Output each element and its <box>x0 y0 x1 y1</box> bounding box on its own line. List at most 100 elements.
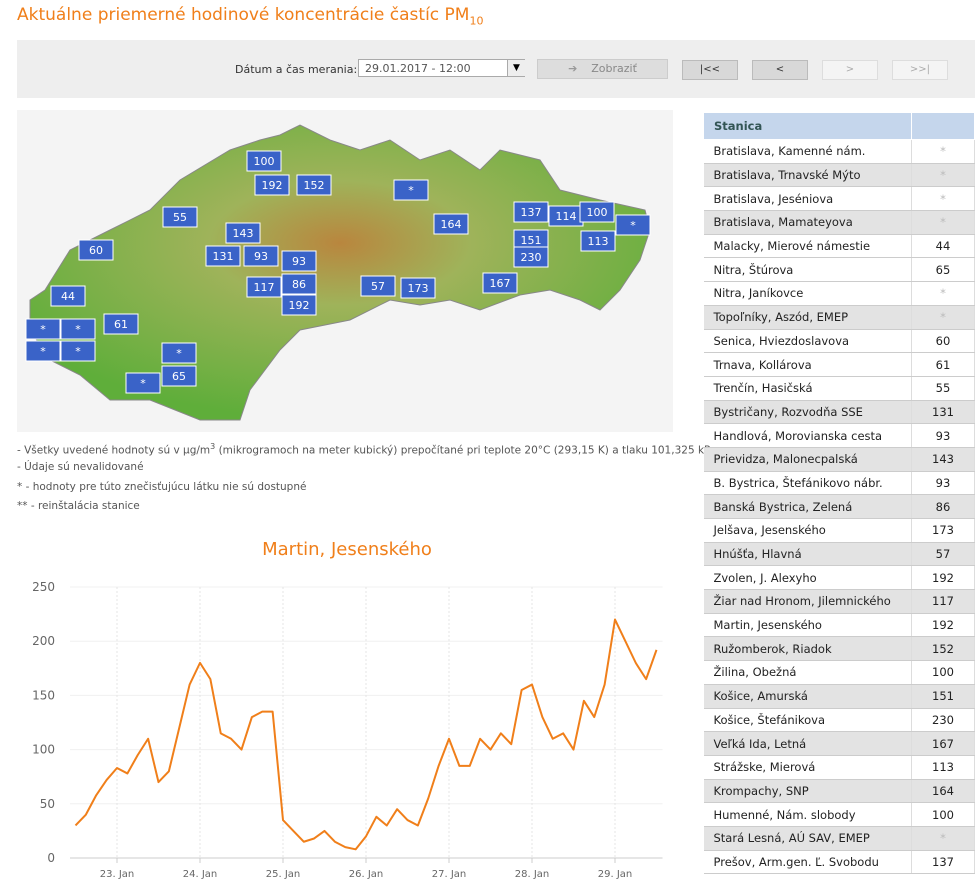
station-value: 55 <box>173 211 187 224</box>
station-value: * <box>176 347 182 360</box>
table-row[interactable]: Nitra, Janíkovce * <box>703 281 975 306</box>
table-row[interactable]: Košice, Amurská 151 <box>703 684 975 709</box>
table-row[interactable]: Prievidza, Malonecpalská 143 <box>703 447 975 472</box>
show-button[interactable]: ➔ Zobraziť <box>537 59 668 79</box>
station-value: 151 <box>521 234 542 247</box>
table-row[interactable]: Žilina, Obežná 100 <box>703 660 975 685</box>
table-row[interactable]: Banská Bystrica, Zelená 86 <box>703 494 975 519</box>
station-name: Košice, Štefánikova <box>703 708 912 733</box>
table-row[interactable]: Humenné, Nám. slobody 100 <box>703 802 975 827</box>
station-marker[interactable]: 60 <box>78 239 114 261</box>
station-box <box>60 340 96 362</box>
dropdown-arrow[interactable]: ▼ <box>507 60 525 76</box>
nav-button[interactable]: > <box>822 60 878 80</box>
table-row[interactable]: Prešov, Arm.gen. Ľ. Svobodu 137 <box>703 850 975 875</box>
station-marker[interactable]: 152 <box>296 174 332 196</box>
station-marker[interactable]: * <box>60 340 96 362</box>
nav-button[interactable]: |<< <box>682 60 738 80</box>
station-marker[interactable]: 131 <box>205 245 241 267</box>
station-value: 86 <box>292 278 306 291</box>
station-marker[interactable]: 113 <box>580 230 616 252</box>
station-marker[interactable]: * <box>125 372 161 394</box>
station-marker[interactable]: * <box>25 318 61 340</box>
station-name: Malacky, Mierové námestie <box>703 234 912 259</box>
table-row[interactable]: Ružomberok, Riadok 152 <box>703 636 975 662</box>
x-tick-label: 28. Jan <box>515 869 550 880</box>
table-row[interactable]: Senica, Hviezdoslavova 60 <box>703 329 975 354</box>
station-marker[interactable]: 100 <box>246 150 282 172</box>
station-marker[interactable]: 44 <box>50 285 86 307</box>
station-marker[interactable]: * <box>25 340 61 362</box>
station-marker[interactable]: 137 <box>513 201 549 223</box>
station-value: 100 <box>911 802 975 827</box>
table-row[interactable]: Hnúšťa, Hlavná 57 <box>703 542 975 567</box>
station-marker[interactable]: 55 <box>162 206 198 228</box>
station-value: 55 <box>911 376 975 401</box>
table-row[interactable]: Bystričany, Rozvodňa SSE 131 <box>703 400 975 425</box>
table-row[interactable]: Zvolen, J. Alexyho 192 <box>703 565 975 591</box>
station-marker[interactable]: 61 <box>103 313 139 335</box>
table-row[interactable]: Krompachy, SNP 164 <box>703 779 975 804</box>
station-box <box>103 313 139 335</box>
station-marker[interactable]: * <box>393 179 429 201</box>
station-value: 117 <box>911 589 975 614</box>
station-marker[interactable]: 57 <box>360 275 396 297</box>
table-row[interactable]: Malacky, Mierové námestie 44 <box>703 234 975 259</box>
station-value: 44 <box>61 290 75 303</box>
station-value: 192 <box>289 299 310 312</box>
table-row[interactable]: Strážske, Mierová 113 <box>703 755 975 780</box>
station-marker[interactable]: 100 <box>579 201 615 223</box>
table-row[interactable]: Bratislava, Trnavské Mýto * <box>703 163 975 188</box>
nav-button[interactable]: < <box>752 60 808 80</box>
station-box <box>254 174 290 196</box>
station-marker[interactable]: * <box>161 342 197 364</box>
station-marker[interactable]: 117 <box>246 276 282 298</box>
station-marker[interactable]: 173 <box>400 277 436 299</box>
table-row[interactable]: Trenčín, Hasičská 55 <box>703 376 975 401</box>
station-marker[interactable]: 114 <box>548 205 584 227</box>
station-value: 137 <box>911 850 975 875</box>
station-value: 114 <box>556 210 577 223</box>
table-row[interactable]: Jelšava, Jesenského 173 <box>703 518 975 543</box>
table-row[interactable]: B. Bystrica, Štefánikovo nábr. 93 <box>703 471 975 496</box>
station-marker[interactable]: 192 <box>281 294 317 316</box>
station-name: Žilina, Obežná <box>703 660 912 685</box>
table-row[interactable]: Žiar nad Hronom, Jilemnického 117 <box>703 589 975 614</box>
table-row[interactable]: Trnava, Kollárova 61 <box>703 352 975 377</box>
station-name: Košice, Amurská <box>703 684 912 709</box>
nav-button[interactable]: >>| <box>892 60 948 80</box>
station-marker[interactable]: 167 <box>482 272 518 294</box>
station-marker[interactable]: 151 <box>513 229 549 251</box>
station-value: 192 <box>911 613 975 638</box>
station-box <box>400 277 436 299</box>
station-marker[interactable]: 230 <box>513 246 549 268</box>
table-row[interactable]: Topoľníky, Aszód, EMEP * <box>703 305 975 330</box>
station-marker[interactable]: 93 <box>281 250 317 272</box>
table-row[interactable]: Bratislava, Jeséniova * <box>703 186 975 212</box>
station-box <box>243 245 279 267</box>
station-marker[interactable]: * <box>60 318 96 340</box>
station-marker[interactable]: 86 <box>281 273 317 295</box>
table-row[interactable]: Bratislava, Kamenné nám. * <box>703 139 975 164</box>
station-marker[interactable]: 93 <box>243 245 279 267</box>
table-row[interactable]: Stará Lesná, AÚ SAV, EMEP * <box>703 826 975 851</box>
station-box <box>162 206 198 228</box>
station-marker[interactable]: 192 <box>254 174 290 196</box>
title-text: Aktuálne priemerné hodinové koncentrácie… <box>17 5 470 25</box>
date-select[interactable]: 29.01.2017 - 12:00 <box>358 59 525 77</box>
station-value: 100 <box>587 206 608 219</box>
table-row[interactable]: Košice, Štefánikova 230 <box>703 708 975 733</box>
table-row[interactable]: Handlová, Morovianska cesta 93 <box>703 423 975 448</box>
station-marker[interactable]: * <box>615 214 651 236</box>
station-name: Topoľníky, Aszód, EMEP <box>703 305 912 330</box>
station-marker[interactable]: 164 <box>433 213 469 235</box>
station-marker[interactable]: 65 <box>161 365 197 387</box>
station-marker[interactable]: 143 <box>225 222 261 244</box>
table-row[interactable]: Bratislava, Mamateyova * <box>703 210 975 235</box>
table-row[interactable]: Martin, Jesenského 192 <box>703 613 975 638</box>
table-row[interactable]: Veľká Ida, Letná 167 <box>703 731 975 756</box>
note-line: ** - reinštalácia stanice <box>17 500 140 512</box>
station-value: 60 <box>89 244 103 257</box>
table-row[interactable]: Nitra, Štúrova 65 <box>703 257 975 283</box>
station-value: 131 <box>213 250 234 263</box>
